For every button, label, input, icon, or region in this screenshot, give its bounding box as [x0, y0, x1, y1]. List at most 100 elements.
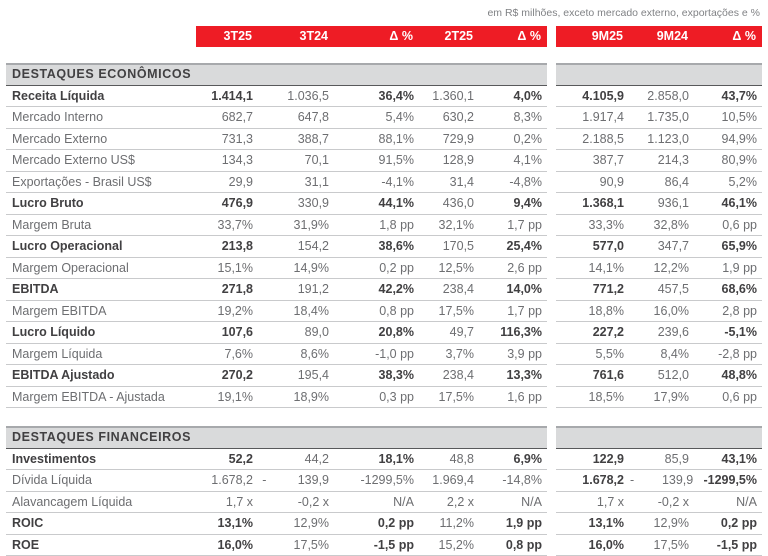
cell-col-4: 0,8 pp [479, 534, 547, 556]
cell-col-7: 94,9% [694, 128, 762, 150]
cell-col-6: 936,1 [629, 192, 694, 215]
cell-col-2: 0,3 pp [334, 386, 419, 408]
column-gap [547, 491, 556, 513]
cell-col-5: 227,2 [556, 321, 629, 344]
cell-col-2: 38,3% [334, 364, 419, 387]
cell-col-0: 13,1% [196, 512, 258, 535]
cell-col-5: 13,1% [556, 512, 629, 535]
cell-col-7: N/A [694, 491, 762, 513]
cell-col-7: -5,1% [694, 321, 762, 344]
cell-col-5: 18,8% [556, 300, 629, 322]
table-row: Margem Operacional 15,1% 14,9% 0,2 pp 12,5% 2… [6, 257, 762, 279]
cell-col-1: 18,9% [258, 386, 334, 408]
cell-col-4: 2,6 pp [479, 257, 547, 279]
cell-col-2: 0,8 pp [334, 300, 419, 322]
row-label: ROE [6, 534, 196, 556]
cell-col-0: 52,2 [196, 448, 258, 470]
cell-col-2: 1,8 pp [334, 214, 419, 236]
spacer [6, 47, 762, 64]
cell-col-5: 4.105,9 [556, 85, 629, 107]
row-label: EBITDA [6, 278, 196, 301]
table-row: Mercado Externo US$ 134,3 70,1 91,5% 128,9 4,… [6, 149, 762, 172]
cell-col-0: 16,0% [196, 534, 258, 556]
cell-col-3: 2,2 x [419, 491, 479, 513]
cell-col-6: 1.735,0 [629, 106, 694, 129]
cell-col-1: 1.036,5 [258, 85, 334, 107]
section-title: DESTAQUES ECONÔMICOS [6, 63, 547, 86]
units-note: em R$ milhões, exceto mercado externo, e… [487, 7, 760, 19]
column-gap [547, 128, 556, 150]
cell-col-1: 12,9% [258, 512, 334, 535]
cell-col-1: 31,9% [258, 214, 334, 236]
cell-col-2: 38,6% [334, 235, 419, 258]
cell-col-1: 31,1 [258, 171, 334, 193]
cell-col-2: 91,5% [334, 149, 419, 172]
cell-col-5: 1.917,4 [556, 106, 629, 129]
row-label: Lucro Bruto [6, 192, 196, 215]
column-gap [547, 386, 556, 408]
cell-col-6: 85,9 [629, 448, 694, 470]
cell-col-0: 1.678,2 [196, 469, 258, 492]
cell-col-4: -14,8% [479, 469, 547, 492]
cell-col-2: 5,4% [334, 106, 419, 129]
section-title: DESTAQUES FINANCEIROS [6, 426, 547, 449]
cell-col-3: 1.360,1 [419, 85, 479, 107]
results-table: 3T25 3T24 Δ % 2T25 Δ % 9M25 9M24 Δ % DES… [6, 26, 762, 556]
row-label: Alavancagem Líquida [6, 491, 196, 513]
cell-col-0: 15,1% [196, 257, 258, 279]
cell-col-4: -4,8% [479, 171, 547, 193]
cell-col-1: 70,1 [258, 149, 334, 172]
cell-col-2: 18,1% [334, 448, 419, 470]
cell-col-1: 388,7 [258, 128, 334, 150]
cell-col-7: 43,1% [694, 448, 762, 470]
cell-col-1: 18,4% [258, 300, 334, 322]
cell-col-2: -1,5 pp [334, 534, 419, 556]
row-label: Mercado Externo [6, 128, 196, 150]
table-row: Dívida Líquida 1.678,2- 139,9 -1299,5% 1.96… [6, 469, 762, 492]
cell-col-3: 11,2% [419, 512, 479, 535]
cell-col-4: 4,1% [479, 149, 547, 172]
cell-col-6: 12,9% [629, 512, 694, 535]
cell-col-2: 0,2 pp [334, 512, 419, 535]
table-row: Margem EBITDA 19,2% 18,4% 0,8 pp 17,5% 1,7 pp… [6, 300, 762, 322]
cell-col-4: 9,4% [479, 192, 547, 215]
cell-col-6: 86,4 [629, 171, 694, 193]
column-gap [547, 149, 556, 171]
row-label: Dívida Líquida [6, 469, 196, 492]
cell-col-0: 731,3 [196, 128, 258, 150]
cell-col-4: 1,6 pp [479, 386, 547, 408]
cell-col-2: N/A [334, 491, 419, 513]
cell-col-1: 89,0 [258, 321, 334, 344]
table-row: Mercado Externo 731,3 388,7 88,1% 729,9 0,2% 2… [6, 128, 762, 150]
cell-col-5: 2.188,5 [556, 128, 629, 150]
col-header-9m24: 9M24 [629, 26, 694, 47]
header-label-spacer [6, 26, 196, 47]
table-row: Margem Líquida 7,6% 8,6% -1,0 pp 3,7% 3,9 pp 5… [6, 343, 762, 365]
cell-col-6: 32,8% [629, 214, 694, 236]
cell-col-3: 48,8 [419, 448, 479, 470]
cell-col-3: 729,9 [419, 128, 479, 150]
cell-col-3: 436,0 [419, 192, 479, 215]
cell-col-2: 44,1% [334, 192, 419, 215]
cell-col-5: 387,7 [556, 149, 629, 172]
cell-col-4: 3,9 pp [479, 343, 547, 365]
row-label: Exportações - Brasil US$ [6, 171, 196, 193]
cell-col-2: 20,8% [334, 321, 419, 344]
cell-col-2: -1299,5% [334, 469, 419, 492]
row-label: ROIC [6, 512, 196, 535]
column-gap [547, 512, 556, 534]
cell-col-7: -1,5 pp [694, 534, 762, 556]
cell-col-4: 0,2% [479, 128, 547, 150]
col-header-delta-9m: Δ % [694, 26, 762, 47]
col-header-3t24: 3T24 [258, 26, 334, 47]
row-label: Mercado Externo US$ [6, 149, 196, 172]
table-row: EBITDA Ajustado 270,2 195,4 38,3% 238,4 13,3%… [6, 364, 762, 387]
row-label: Margem EBITDA [6, 300, 196, 322]
cell-col-3: 630,2 [419, 106, 479, 129]
cell-col-2: 42,2% [334, 278, 419, 301]
cell-col-2: 0,2 pp [334, 257, 419, 279]
cell-col-3: 17,5% [419, 386, 479, 408]
column-gap [547, 364, 556, 386]
cell-col-6: 214,3 [629, 149, 694, 172]
cell-col-7: 2,8 pp [694, 300, 762, 322]
